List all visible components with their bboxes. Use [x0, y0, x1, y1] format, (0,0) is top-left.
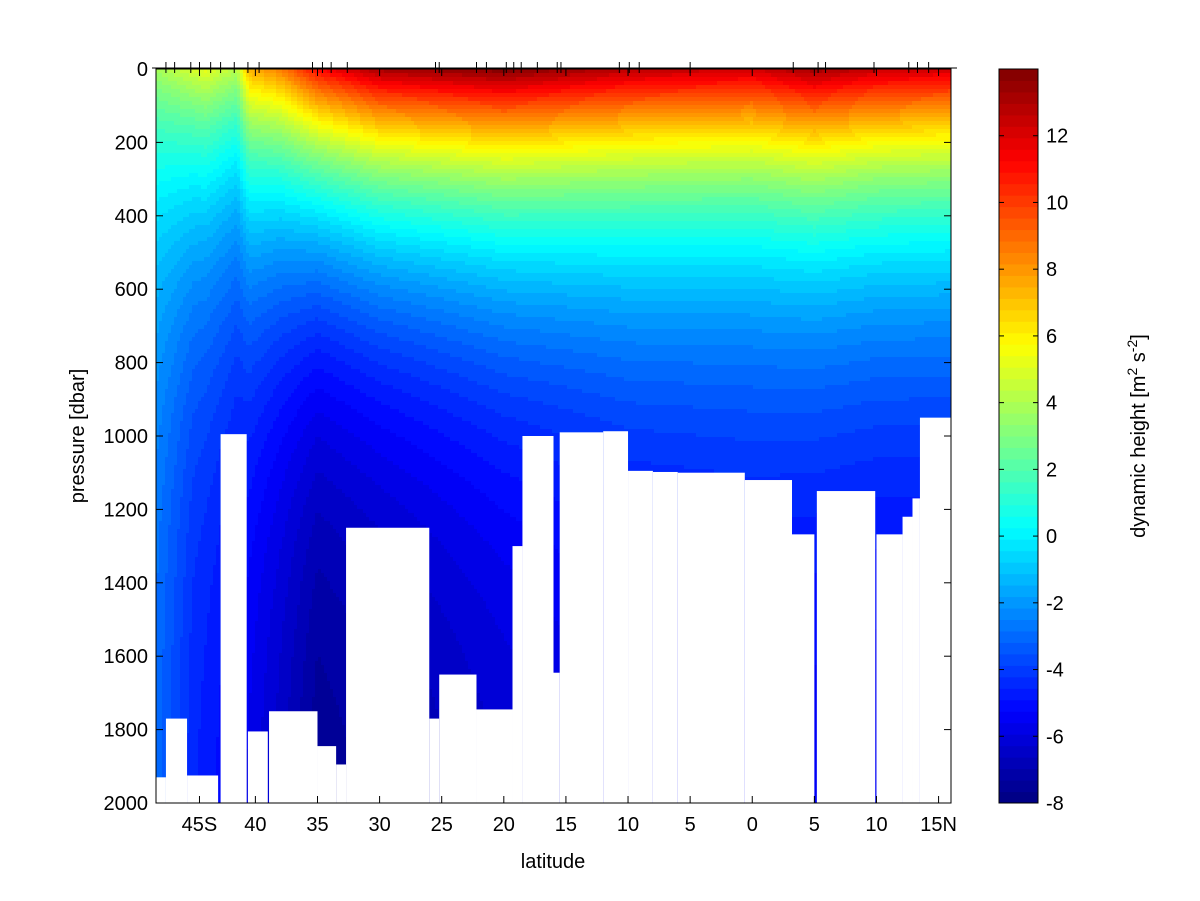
chart-figure: 45S 40 35 30 25 20 15 10 5 0 5 10 15N 02004006008001… [0, 0, 1200, 901]
